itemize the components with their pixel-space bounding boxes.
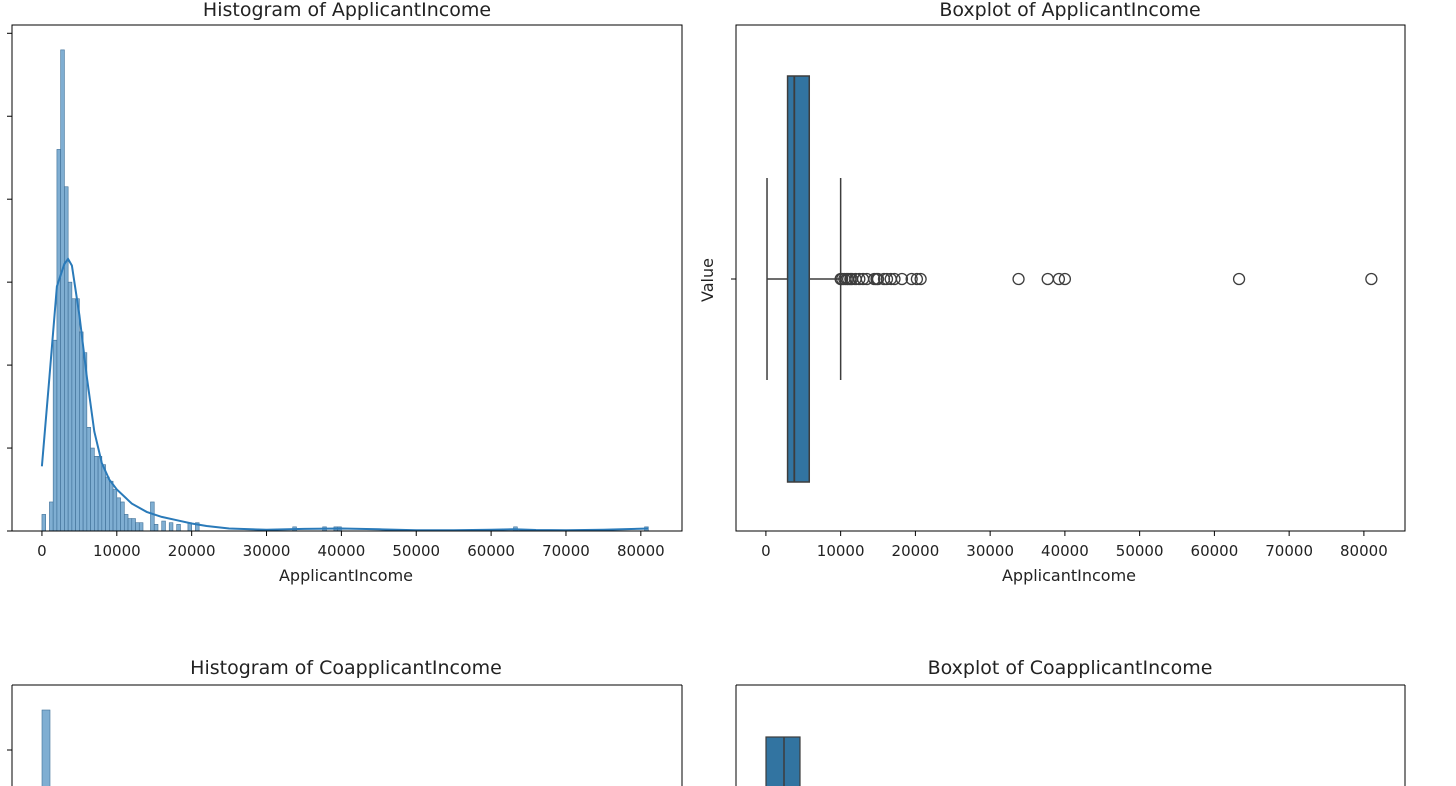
histogram-bar [49, 501, 54, 532]
x-tick-label: 40000 [1041, 542, 1089, 560]
histogram-bar [56, 149, 61, 532]
outlier-point [1052, 272, 1066, 286]
histogram-bar [116, 497, 121, 532]
outlier-point [880, 272, 894, 286]
boxplot-applicant-ylabel: Value [698, 258, 717, 302]
x-tick-label: 20000 [168, 542, 216, 560]
x-tick-label: 80000 [617, 542, 665, 560]
histogram-coapplicant-panel: Histogram of CoapplicantIncome [7, 657, 683, 786]
x-tick-label: 40000 [318, 542, 366, 560]
outlier-point [905, 272, 918, 286]
histogram-bar [161, 520, 166, 532]
iqr-box [786, 75, 811, 483]
histogram-bar [176, 524, 181, 532]
x-tick-label: 10000 [93, 542, 141, 560]
histogram-bar [79, 331, 84, 532]
histogram-applicant-panel: Histogram of ApplicantIncome 0 10000 20000… [7, 0, 683, 585]
histogram-bar [64, 186, 69, 532]
x-tick-label: 20000 [892, 542, 940, 560]
histogram-bar [153, 524, 159, 532]
histogram-bar [67, 281, 73, 532]
histogram-bar [60, 49, 65, 532]
outlier-point [1041, 272, 1054, 286]
outlier-point [1058, 272, 1072, 286]
boxplot-applicant-frame [735, 24, 1406, 532]
histogram-bar [75, 298, 80, 532]
boxplot-applicant-box [766, 75, 842, 483]
histogram-bar [135, 522, 140, 532]
histogram-coapplicant-title: Histogram of CoapplicantIncome [190, 657, 502, 679]
histogram-bar [90, 447, 95, 532]
x-tick-label: 80000 [1340, 542, 1388, 560]
boxplot-coapplicant-title: Boxplot of CoapplicantIncome [928, 657, 1213, 679]
histogram-bar [150, 501, 155, 532]
histogram-bar [138, 522, 144, 532]
outlier-point [1232, 272, 1246, 286]
histogram-bar [52, 339, 58, 532]
histogram-bar [131, 518, 136, 532]
histogram-applicant-xticks: 0 10000 20000 30000 40000 50000 60000 70000 8000… [37, 531, 665, 560]
x-tick-label: 70000 [542, 542, 590, 560]
histogram-applicant-yticks [7, 32, 12, 532]
x-tick-label: 50000 [1116, 542, 1164, 560]
histogram-coapplicant-bar [41, 709, 51, 786]
histogram-applicant-xlabel: ApplicantIncome [279, 566, 413, 585]
histogram-bar [86, 427, 91, 532]
outlier-point [871, 272, 885, 286]
histogram-bar [105, 476, 110, 532]
histogram-applicant-title: Histogram of ApplicantIncome [203, 0, 491, 21]
boxplot-applicant-title: Boxplot of ApplicantIncome [939, 0, 1200, 21]
histogram-applicant-kde-line [40, 257, 649, 532]
histogram-bar [123, 514, 129, 532]
boxplot-applicant-xticks: 0 10000 20000 30000 40000 50000 60000 70000 8000… [761, 531, 1388, 560]
outlier-point [895, 272, 909, 286]
histogram-bar [109, 480, 114, 532]
histogram-bar [120, 501, 125, 532]
histogram-bar [71, 298, 76, 532]
histogram-bar [112, 489, 118, 532]
outlier-point [1365, 272, 1378, 286]
histogram-applicant-bars [41, 49, 649, 532]
x-tick-label: 50000 [392, 542, 440, 560]
histogram-bar [41, 514, 46, 532]
outlier-point [914, 272, 927, 286]
x-tick-label: 0 [761, 542, 771, 560]
x-tick-label: 30000 [966, 542, 1014, 560]
x-tick-label: 0 [37, 542, 47, 560]
histogram-bar [127, 518, 133, 532]
histogram-bar [101, 464, 106, 532]
x-tick-label: 10000 [817, 542, 865, 560]
histogram-bar [168, 522, 174, 532]
histogram-bar [94, 456, 99, 532]
outlier-point [910, 272, 924, 286]
boxplot-applicant-xlabel: ApplicantIncome [1002, 566, 1136, 585]
histogram-applicant-frame [11, 24, 683, 532]
x-tick-label: 60000 [1191, 542, 1239, 560]
boxplot-coapplicant-box [765, 736, 801, 786]
boxplot-coapplicant-panel: Boxplot of CoapplicantIncome [735, 657, 1406, 786]
x-tick-label: 60000 [467, 542, 515, 560]
boxplot-applicant-panel: Boxplot of ApplicantIncome 0 10000 20000 30… [698, 0, 1406, 585]
x-tick-label: 30000 [243, 542, 291, 560]
outlier-point [1012, 272, 1025, 286]
outlier-point [853, 272, 866, 286]
boxplot-applicant-outliers [834, 272, 1378, 286]
outlier-point [888, 272, 901, 286]
histogram-bar [97, 456, 103, 532]
x-tick-label: 70000 [1265, 542, 1313, 560]
